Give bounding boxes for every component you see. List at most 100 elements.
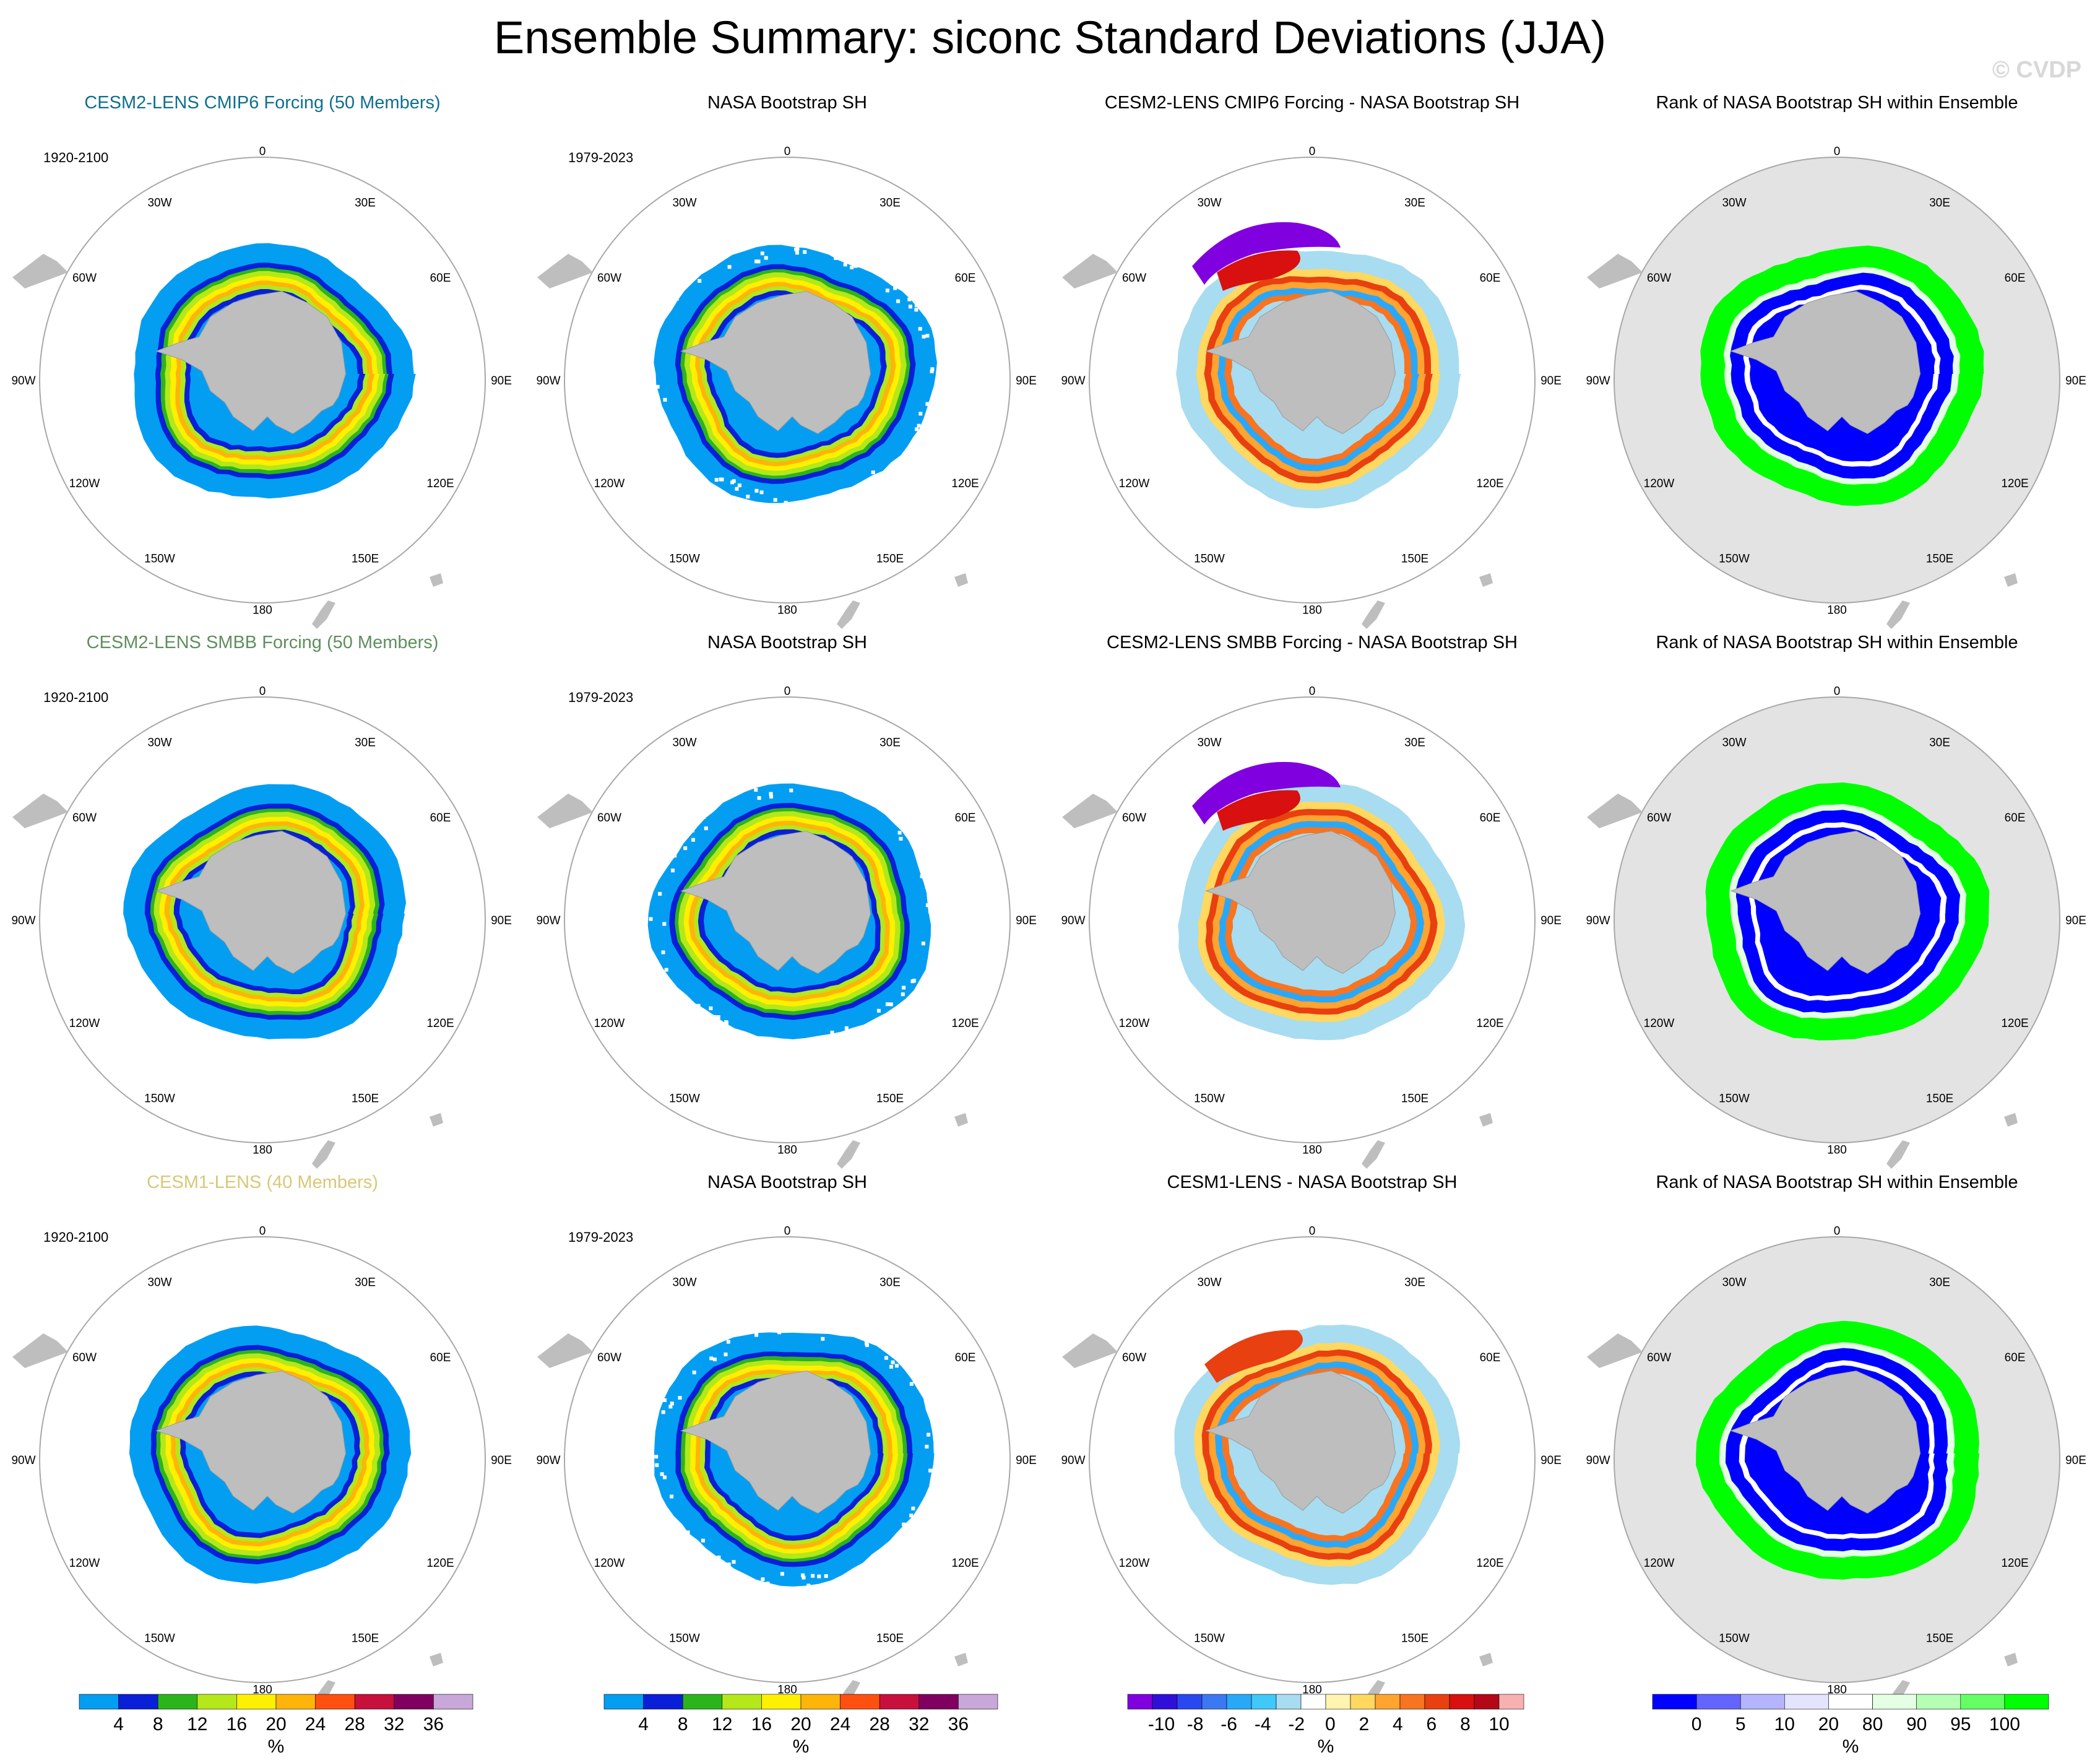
tasmania-landmass (1479, 573, 1493, 587)
polar-map: 0 30E 60E 90E 120E 150E 180 150W 120W 90W 60W 30W (536, 1224, 1037, 1709)
longitude-label: 180 (253, 604, 272, 617)
south-america-landmass (1062, 1333, 1118, 1368)
panel-title: Rank of NASA Bootstrap SH within Ensembl… (1656, 633, 2018, 652)
missing-cell (803, 250, 807, 254)
missing-cell (842, 1330, 846, 1335)
missing-cell (690, 828, 694, 833)
colorbar-swatch (1251, 1694, 1277, 1710)
longitude-label: 60E (955, 1351, 976, 1364)
missing-cell (930, 367, 935, 371)
colorbar-tick-label: 12 (187, 1714, 207, 1735)
missing-cell (662, 427, 667, 431)
missing-cell (670, 1494, 674, 1499)
longitude-label: 90W (11, 1454, 35, 1467)
missing-cell (752, 1036, 756, 1041)
longitude-label: 0 (1834, 685, 1841, 698)
longitude-label: 0 (259, 145, 266, 158)
missing-cell (761, 1577, 765, 1582)
longitude-label: 120E (426, 1017, 454, 1030)
longitude-label: 30E (1404, 197, 1425, 210)
colorbar-swatch (1276, 1694, 1302, 1710)
longitude-label: 0 (784, 145, 791, 158)
longitude-label: 120E (951, 1557, 979, 1570)
missing-cell (727, 265, 732, 269)
missing-cell (668, 1405, 673, 1409)
longitude-label: 120W (1119, 1017, 1150, 1030)
missing-cell (876, 271, 881, 275)
colorbar-swatch (1872, 1694, 1917, 1710)
south-america-landmass (12, 794, 68, 828)
longitude-label: 60E (955, 272, 976, 285)
missing-cell (901, 992, 905, 997)
longitude-label: 30E (879, 1276, 901, 1289)
colorbar-tick-label: -8 (1187, 1714, 1204, 1735)
colorbar-tick-label: 5 (1735, 1714, 1746, 1735)
longitude-label: 90E (2065, 1454, 2086, 1467)
negative-anomaly (1192, 761, 1341, 825)
missing-cell (909, 1382, 914, 1386)
longitude-label: 120W (594, 1557, 625, 1570)
missing-cell (691, 838, 695, 842)
longitude-label: 120E (951, 477, 979, 490)
longitude-label: 60W (1647, 812, 1671, 825)
longitude-label: 180 (777, 1144, 797, 1157)
missing-cell (897, 831, 902, 835)
missing-cell (885, 288, 889, 293)
colorbar-tick-label: 36 (423, 1714, 444, 1735)
longitude-label: 120E (1476, 477, 1503, 490)
missing-cell (764, 256, 768, 260)
missing-cell (760, 251, 764, 256)
missing-cell (933, 931, 938, 935)
colorbar-tick-label: 20 (1818, 1714, 1839, 1735)
antarctica-landmass (1730, 831, 1921, 974)
longitude-label: 150E (876, 1093, 904, 1106)
missing-cell (661, 950, 665, 955)
longitude-label: 150W (1719, 1093, 1750, 1106)
longitude-label: 120W (69, 1017, 100, 1030)
map-panel: NASA Bootstrap SH 1979-2023 0 30E 60E 90E 120E… (525, 93, 1050, 633)
missing-cell (889, 1002, 893, 1007)
colorbar-tick-label: 24 (830, 1714, 850, 1735)
longitude-label: 180 (1827, 1684, 1847, 1697)
missing-cell (930, 370, 934, 373)
missing-cell (649, 917, 653, 921)
colorbar-swatch (1325, 1694, 1351, 1710)
missing-cell (773, 498, 777, 502)
tasmania-landmass (2004, 1113, 2018, 1127)
map-panel: CESM2-LENS CMIP6 Forcing (50 Members) 192… (0, 93, 525, 633)
missing-cell (802, 1575, 806, 1580)
missing-cell (732, 479, 736, 483)
longitude-label: 120W (1119, 1557, 1150, 1570)
colorbar-swatch (1652, 1694, 1697, 1710)
missing-cell (922, 859, 926, 863)
colorbar-swatch (643, 1694, 683, 1710)
colorbar-units: % (1318, 1736, 1334, 1757)
colorbar-swatch (236, 1694, 277, 1710)
missing-cell (911, 1506, 915, 1510)
polar-map: 0 30E 60E 90E 120E 150E 180 150W 120W 90W 60W 30W (11, 1224, 512, 1709)
longitude-label: 150W (669, 553, 700, 566)
missing-cell (756, 259, 761, 264)
longitude-label: 30W (1197, 1276, 1221, 1289)
longitude-label: 150E (1401, 553, 1428, 566)
longitude-label: 60W (1122, 812, 1146, 825)
longitude-label: 120W (69, 477, 100, 490)
polar-map: 0 30E 60E 90E 120E 150E 180 150W 120W 90W 60W 30W (536, 145, 1037, 629)
longitude-label: 90E (1540, 914, 1562, 927)
longitude-label: 150W (669, 1093, 700, 1106)
missing-cell (789, 788, 793, 792)
new-zealand-landmass (837, 1140, 860, 1169)
longitude-label: 90W (11, 914, 35, 927)
longitude-label: 180 (1302, 604, 1322, 617)
colorbar-tick-label: 32 (384, 1714, 404, 1735)
missing-cell (927, 1489, 931, 1493)
longitude-label: 60W (597, 812, 621, 825)
missing-cell (732, 1560, 736, 1564)
missing-cell (696, 1003, 701, 1008)
colorbar-swatch (1474, 1694, 1500, 1710)
longitude-label: 60W (1647, 272, 1671, 285)
missing-cell (837, 251, 842, 254)
antarctica-landmass (1205, 291, 1396, 435)
period-label: 1979-2023 (568, 690, 634, 705)
missing-cell (891, 1360, 895, 1364)
